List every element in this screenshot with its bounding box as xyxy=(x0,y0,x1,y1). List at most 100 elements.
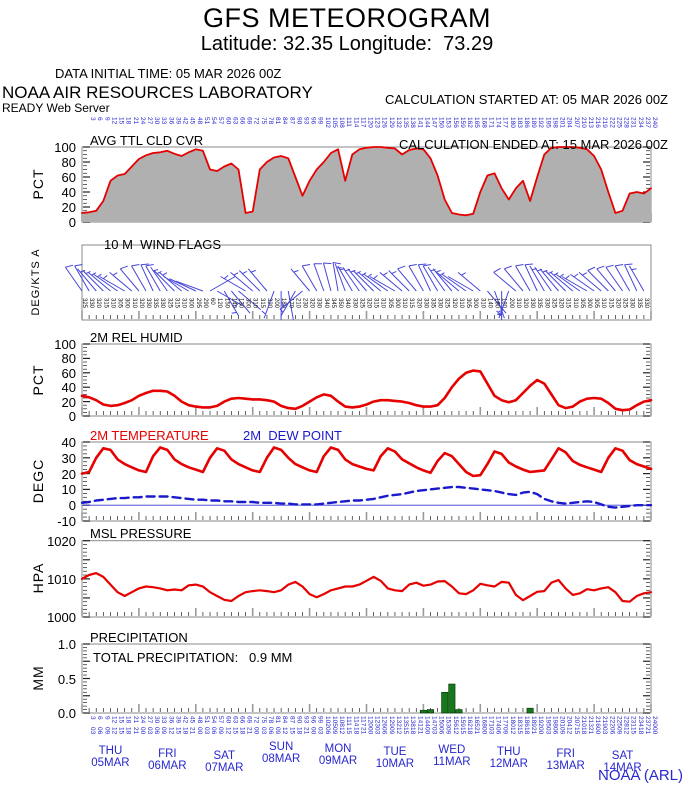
hour-tick-label: 210 xyxy=(580,716,587,727)
hour-tick-label: 216 xyxy=(594,117,601,128)
hour-tick-label: 204 xyxy=(566,716,573,727)
wind-direction-value: 310 xyxy=(109,298,115,309)
hour-tick-label: 177 xyxy=(502,716,509,727)
hour-tick-label: 231 xyxy=(630,716,637,727)
hour-tick-label: 54 xyxy=(210,117,217,125)
hour-tick-label: 15 xyxy=(345,727,352,735)
hour-tick-label: 171 xyxy=(487,117,494,128)
hour-tick-label: 126 xyxy=(381,716,388,727)
axis-tick-label: 20 xyxy=(61,394,76,410)
hour-tick-label: 201 xyxy=(559,716,566,727)
wind-direction-value: 310 xyxy=(458,298,464,309)
hour-tick-label: 03 xyxy=(544,727,551,735)
hour-tick-label: 12 xyxy=(566,727,573,735)
hour-tick-label: 09 xyxy=(502,727,509,735)
wind-barb xyxy=(605,266,623,292)
hour-tick-label: 66 xyxy=(238,716,245,724)
hour-tick-label: 21 xyxy=(302,727,309,735)
wind-direction-value: 310 xyxy=(572,298,578,309)
hour-tick-label: 18 xyxy=(637,727,644,735)
hour-tick-label: 201 xyxy=(559,117,566,128)
org-name: NOAA AIR RESOURCES LABORATORY xyxy=(2,83,313,102)
hour-tick-label: 141 xyxy=(416,716,423,727)
hour-tick-label: 129 xyxy=(388,117,395,128)
hour-tick-label: 213 xyxy=(587,716,594,727)
axis-tick-label: 20 xyxy=(61,466,76,482)
hour-tick-label: 15 xyxy=(288,727,295,735)
wind-direction-value: 140 xyxy=(230,298,236,309)
wind-direction-value: 310 xyxy=(479,298,485,309)
hour-tick-label: 72 xyxy=(253,716,260,724)
wind-barb xyxy=(524,264,538,292)
hour-tick-label: 66 xyxy=(238,117,245,125)
hour-tick-label: 9 xyxy=(103,716,110,720)
wind-direction-value: 335 xyxy=(152,298,158,309)
hour-tick-label: 132 xyxy=(395,716,402,727)
precip-bar xyxy=(448,683,456,714)
axis-tick-label: 0.0 xyxy=(57,706,76,721)
axis-tick-label: 10 xyxy=(61,482,76,498)
hour-tick-label: 36 xyxy=(167,716,174,724)
wind-direction-value: 140 xyxy=(486,298,492,309)
hour-tick-label: 18 xyxy=(409,727,416,735)
hour-tick-label: 15 xyxy=(118,117,125,125)
hour-tick-label: 03 xyxy=(601,727,608,735)
wind-barb xyxy=(332,262,339,292)
hour-tick-label: 06 xyxy=(210,727,217,735)
hour-tick-label: 87 xyxy=(288,716,295,724)
hour-tick-label: 144 xyxy=(423,716,430,727)
wind-direction-value: 305 xyxy=(117,298,123,309)
wind-barb xyxy=(493,271,517,292)
hour-tick-label: 126 xyxy=(381,117,388,128)
hour-tick-label: 105 xyxy=(331,117,338,128)
dewpoint-series-title: 2M DEW POINT xyxy=(243,428,342,443)
wind-direction-value: 340 xyxy=(323,298,329,309)
wind-barb xyxy=(408,265,424,292)
hour-tick-label: 75 xyxy=(260,117,267,125)
wind-barb xyxy=(119,268,140,292)
hour-tick-label: 15 xyxy=(459,727,466,735)
wind-barb xyxy=(175,280,204,292)
hour-tick-label: 156 xyxy=(452,117,459,128)
hour-tick-label: 12 xyxy=(110,716,117,724)
wind-direction-value: 300 xyxy=(124,298,130,309)
wind-panel-title: 10 M WIND FLAGS xyxy=(104,237,222,252)
wind-barb xyxy=(397,268,417,292)
hour-tick-label: 174 xyxy=(495,716,502,727)
hour-tick-label: 21 xyxy=(473,727,480,735)
hour-tick-label: 111 xyxy=(345,117,352,127)
hour-tick-label: 09 xyxy=(217,727,224,735)
hour-tick-label: 39 xyxy=(174,716,181,724)
total-precip-note: TOTAL PRECIPITATION: 0.9 MM xyxy=(93,650,293,665)
hour-tick-label: 84 xyxy=(281,716,288,724)
axis-tick-label: 1010 xyxy=(47,571,76,587)
hour-tick-label: 168 xyxy=(480,716,487,727)
hour-tick-label: 222 xyxy=(608,716,615,727)
hour-tick-label: 12 xyxy=(110,727,117,735)
hour-tick-label: 21 xyxy=(359,727,366,735)
calc-started: CALCULATION STARTED AT: 05 MAR 2026 00Z xyxy=(385,92,668,107)
wind-barb xyxy=(422,265,439,292)
hour-tick-label: 18 xyxy=(580,727,587,735)
hour-tick-label: 147 xyxy=(431,117,438,128)
noaa-arl-credit: NOAA (ARL) xyxy=(598,767,684,784)
wind-direction-value: 315 xyxy=(565,298,571,309)
hour-tick-label: 222 xyxy=(608,117,615,128)
hour-tick-label: 6 xyxy=(96,716,103,720)
hour-tick-label: 60 xyxy=(224,716,231,724)
wind-barb xyxy=(596,268,616,292)
hour-tick-label: 60 xyxy=(224,117,231,125)
wind-direction-value: 325 xyxy=(358,298,364,309)
wind-barb xyxy=(209,276,236,292)
wind-direction-value: 230 xyxy=(301,298,307,309)
wind-direction-value: 300 xyxy=(394,298,400,309)
prec-panel-box xyxy=(81,643,652,714)
wind-direction-value: 315 xyxy=(102,298,108,309)
hour-tick-label: 219 xyxy=(601,716,608,727)
temp-panel-box xyxy=(81,441,652,522)
hour-tick-label: 57 xyxy=(217,117,224,125)
hour-tick-label: 06 xyxy=(551,727,558,735)
hour-tick-label: 234 xyxy=(637,117,644,128)
hour-tick-label: 00 xyxy=(480,727,487,735)
